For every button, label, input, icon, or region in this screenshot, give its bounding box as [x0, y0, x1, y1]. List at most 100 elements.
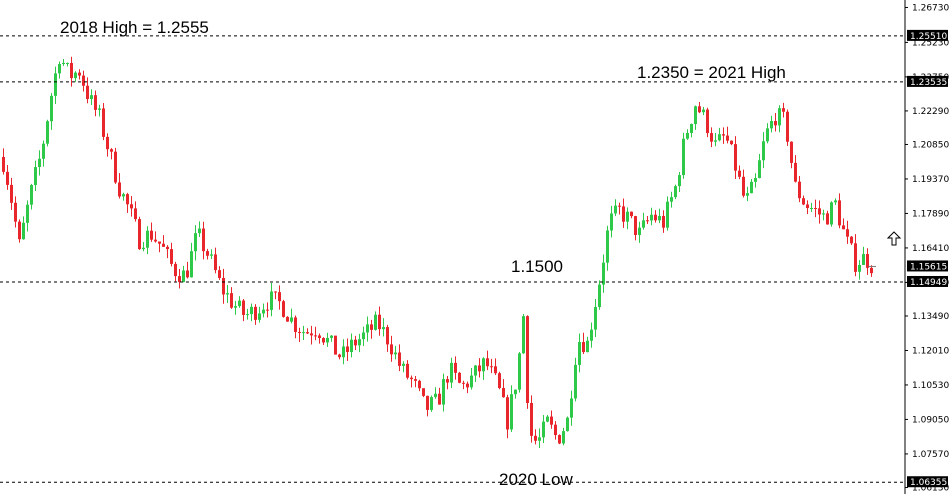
candle-body-down: [242, 300, 245, 315]
candle-body-down: [426, 395, 429, 410]
candle-body-down: [798, 181, 801, 199]
candle-body-down: [786, 111, 789, 142]
candle-body-down: [870, 267, 873, 274]
candle-body-down: [214, 254, 217, 271]
candle-body-up: [442, 379, 445, 405]
candle-body-down: [346, 346, 349, 353]
candle-body-down: [730, 140, 733, 145]
candle-body-down: [550, 416, 553, 425]
candle-body-down: [662, 215, 665, 228]
candle-body-up: [362, 332, 365, 340]
candle-body-up: [822, 213, 825, 215]
candle-body-up: [862, 254, 865, 265]
candle-body-down: [154, 239, 157, 242]
candle-body-up: [190, 251, 193, 278]
candle-body-down: [850, 236, 853, 244]
candle-body-down: [162, 243, 165, 247]
candle-body-down: [126, 194, 129, 205]
candle-body-down: [274, 291, 277, 293]
candle-body-down: [438, 393, 441, 405]
candle-body-up: [342, 346, 345, 358]
candle-body-down: [230, 293, 233, 308]
candle-body-down: [2, 156, 5, 172]
y-tick-label: 1.06130: [912, 483, 949, 493]
candle-body-down: [722, 134, 725, 136]
price-tag-box: [907, 75, 948, 87]
candle-body-up: [650, 214, 653, 221]
candle-body-down: [854, 243, 857, 272]
candle-body-up: [350, 339, 353, 353]
candle-body-down: [558, 435, 561, 444]
price-tag-box: [907, 29, 948, 41]
candle-body-down: [94, 95, 97, 110]
candle-body-up: [570, 398, 573, 418]
candle-body-up: [330, 335, 333, 338]
y-tick-label: 1.10530: [912, 381, 949, 391]
y-tick-label: 1.17890: [912, 209, 949, 219]
price-tag-label: 1.14949: [910, 278, 947, 288]
candle-body-up: [746, 193, 749, 196]
candle-body-down: [106, 136, 109, 150]
annotation-1-15: 1.1500: [511, 257, 563, 276]
candle-body-down: [282, 301, 285, 317]
candle-body-down: [458, 372, 461, 383]
annotation-2020-low: 2020 Low: [499, 470, 573, 489]
price-tags-layer: 1.25510 1.23535 1.15615 1.14949 1.06355: [907, 29, 948, 488]
candle-body-down: [314, 335, 317, 337]
candle-body-down: [86, 85, 89, 100]
candle-body-down: [630, 211, 633, 217]
candle-body-down: [102, 108, 105, 137]
candle-body-down: [338, 354, 341, 358]
candle-body-up: [518, 353, 521, 390]
candle-body-down: [138, 219, 141, 250]
candle-body-down: [634, 216, 637, 235]
candle-body-down: [130, 204, 133, 209]
candle-body-down: [646, 220, 649, 222]
candle-body-up: [142, 247, 145, 250]
y-tick-label: 1.09050: [912, 415, 949, 425]
candle-body-up: [234, 306, 237, 308]
candle-body-up: [714, 140, 717, 142]
candle-body-down: [422, 388, 425, 396]
candle-body-up: [614, 205, 617, 214]
candle-body-up: [34, 167, 37, 186]
candle-body-up: [250, 306, 253, 315]
candle-body-up: [66, 62, 69, 64]
candle-body-down: [370, 324, 373, 330]
annotation-2018-high: 2018 High = 1.2555: [60, 18, 209, 37]
candle-body-down: [802, 198, 805, 205]
candle-body-down: [842, 225, 845, 230]
candle-body-up: [26, 204, 29, 223]
candle-body-up: [858, 264, 861, 272]
candle-body-down: [82, 75, 85, 86]
candle-body-up: [58, 64, 61, 74]
candle-body-down: [726, 135, 729, 141]
candle-body-up: [210, 254, 213, 256]
candle-body-up: [258, 313, 261, 320]
price-axis: 1.267301.252301.237501.222901.208501.193…: [904, 0, 949, 494]
candle-body-up: [598, 284, 601, 308]
candle-body-down: [222, 278, 225, 295]
candle-body-down: [218, 270, 221, 279]
candle-body-down: [278, 292, 281, 302]
candle-body-down: [206, 251, 209, 256]
candle-body-up: [358, 339, 361, 346]
candle-body-down: [298, 331, 301, 333]
candle-body-up: [374, 314, 377, 330]
candle-body-up: [90, 95, 93, 100]
candle-body-down: [410, 377, 413, 380]
candle-body-down: [310, 333, 313, 336]
y-tick-label: 1.07570: [912, 450, 949, 460]
candle-body-down: [454, 362, 457, 373]
candle-body-up: [42, 143, 45, 159]
candle-body-down: [866, 254, 869, 268]
candle-body-up: [394, 352, 397, 355]
candle-body-up: [834, 200, 837, 203]
candle-body-down: [706, 109, 709, 134]
candle-body-down: [390, 344, 393, 355]
candle-body-up: [670, 197, 673, 202]
price-tag-box: [907, 275, 948, 287]
candle-body-up: [510, 394, 513, 430]
candle-body-up: [686, 132, 689, 139]
